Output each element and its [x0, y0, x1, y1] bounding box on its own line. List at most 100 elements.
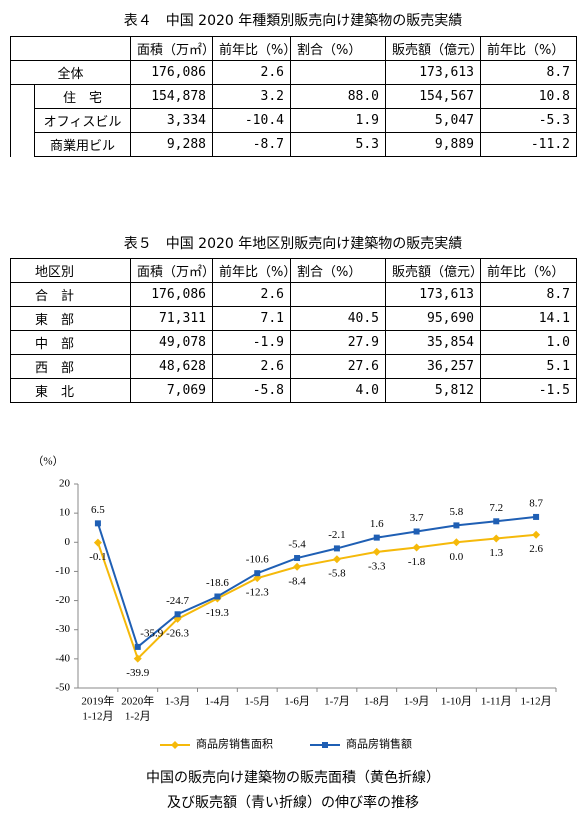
cell	[290, 282, 386, 307]
data-label: 0.0	[450, 551, 464, 563]
x-tick-label: 2020年	[121, 694, 154, 708]
x-tick-label: 1-3月	[165, 696, 191, 708]
header-cell: 面積（万㎡）	[130, 36, 215, 61]
x-tick-label: 1-5月	[244, 696, 270, 708]
table-row: 東 北 7,069 -5.8 4.0 5,812 -1.5	[10, 378, 577, 403]
cell: -5.8	[212, 378, 291, 403]
data-label: -0.1	[89, 551, 106, 563]
cell	[290, 60, 386, 85]
y-tick-label: 10	[59, 507, 71, 519]
cell: 35,854	[385, 330, 481, 355]
table-row: 合 計 176,086 2.6 173,613 8.7	[10, 282, 577, 307]
cell: 5,812	[385, 378, 481, 403]
cell: 1.0	[480, 330, 577, 355]
cell: 40.5	[290, 306, 386, 331]
cell: 36,257	[385, 354, 481, 379]
data-point	[412, 543, 421, 552]
caption: 及び販売額（青い折線）の伸び率の推移	[167, 794, 419, 811]
data-point	[253, 574, 262, 583]
data-label: -10.6	[246, 554, 269, 566]
header-cell	[10, 36, 131, 61]
cell: 10.8	[480, 84, 577, 109]
row-label: オフィスビル	[34, 108, 131, 133]
cell: 71,311	[130, 306, 213, 331]
cell: 3.2	[212, 84, 291, 109]
x-tick-label: 1-8月	[364, 696, 390, 708]
cell: 2.6	[212, 282, 291, 307]
header-cell: 前年比（%）	[480, 258, 577, 283]
indent	[10, 108, 35, 133]
cell: 2.6	[212, 354, 291, 379]
row-label: 東 部	[10, 306, 131, 331]
header-cell: 割合（%）	[290, 258, 386, 283]
table-row: 地区別 面積（万㎡） 前年比（%） 割合（%） 販売額（億元） 前年比（%）	[10, 258, 577, 283]
data-label: -5.4	[288, 539, 306, 551]
cell: 95,690	[385, 306, 481, 331]
y-tick-label: 0	[65, 536, 71, 548]
cell: 173,613	[385, 282, 481, 307]
header-cell: 販売額（億元）	[385, 36, 483, 61]
x-tick-label: 1-4月	[205, 696, 231, 708]
data-point	[174, 611, 181, 618]
y-axis-label: （%）	[32, 455, 63, 468]
cell: -5.3	[480, 108, 577, 133]
table-title: 表５ 中国 2020 年地区別販売向け建築物の販売実績	[123, 236, 463, 252]
data-point	[452, 538, 461, 547]
data-label: -39.9	[126, 667, 149, 679]
table: 地区別 面積（万㎡） 前年比（%） 割合（%） 販売額（億元） 前年比（%）合 計 176,…	[10, 258, 577, 403]
cell: -1.5	[480, 378, 577, 403]
data-point	[214, 593, 221, 600]
cell: 48,628	[130, 354, 213, 379]
cell: 173,613	[385, 60, 481, 85]
data-point	[133, 654, 142, 663]
data-label: -26.3	[166, 627, 189, 639]
legend-marker	[171, 741, 179, 749]
table: 面積（万㎡） 前年比（%） 割合（%） 販売額（億元） 前年比（%） 全体 176,086 2…	[10, 36, 577, 157]
y-tick-label: 20	[59, 478, 71, 490]
row-label: 中 部	[10, 330, 131, 355]
data-point	[493, 518, 500, 525]
x-tick-label: 2019年	[81, 694, 114, 708]
cell: 9,288	[130, 132, 213, 157]
data-label: 6.5	[91, 504, 105, 516]
data-label: -5.8	[328, 568, 346, 580]
table-row: 西 部 48,628 2.6 27.6 36,257 5.1	[10, 354, 577, 379]
cell: 27.9	[290, 330, 386, 355]
cell: 3,334	[130, 108, 213, 133]
legend-label: 商品房销售额	[346, 737, 412, 751]
cell: -1.9	[212, 330, 291, 355]
table-row: 中 部 49,078 -1.9 27.9 35,854 1.0	[10, 330, 577, 355]
y-tick-label: -30	[55, 623, 70, 635]
y-tick-label: -50	[55, 682, 70, 694]
data-label: -12.3	[246, 587, 269, 599]
data-point	[492, 534, 501, 543]
x-tick-label: 1-11月	[481, 696, 512, 708]
x-tick-label: 1-2月	[125, 711, 151, 723]
cell: -10.4	[212, 108, 291, 133]
table-row: 住 宅 154,878 3.2 88.0 154,567 10.8	[10, 84, 577, 109]
table-title: 表４ 中国 2020 年種類別販売向け建築物の販売実績	[123, 13, 463, 29]
header-cell: 前年比（%）	[212, 258, 296, 283]
data-point	[94, 520, 101, 527]
chart: （%） -50 -40 -30 -20 -10 0 10 20 2019年 1-12月 2020年 1-…	[32, 455, 557, 811]
cell: 27.6	[290, 354, 386, 379]
data-point	[293, 562, 302, 571]
indent	[10, 132, 35, 157]
cell: 2.6	[212, 60, 291, 85]
data-point	[413, 528, 420, 535]
indent	[10, 84, 35, 109]
data-label: -19.3	[206, 607, 229, 619]
data-point	[254, 570, 261, 577]
legend-marker	[322, 742, 328, 748]
cell: -8.7	[212, 132, 291, 157]
data-point	[373, 534, 380, 541]
legend-label: 商品房销售面积	[196, 737, 273, 751]
data-label: 7.2	[489, 502, 503, 514]
x-tick-label: 1-10月	[441, 696, 472, 708]
row-label: 東 北	[10, 378, 131, 403]
row-label: 商業用ビル	[34, 132, 131, 157]
data-label: -8.4	[288, 575, 306, 587]
header-cell: 前年比（%）	[480, 36, 577, 61]
data-label: -3.3	[368, 560, 386, 572]
